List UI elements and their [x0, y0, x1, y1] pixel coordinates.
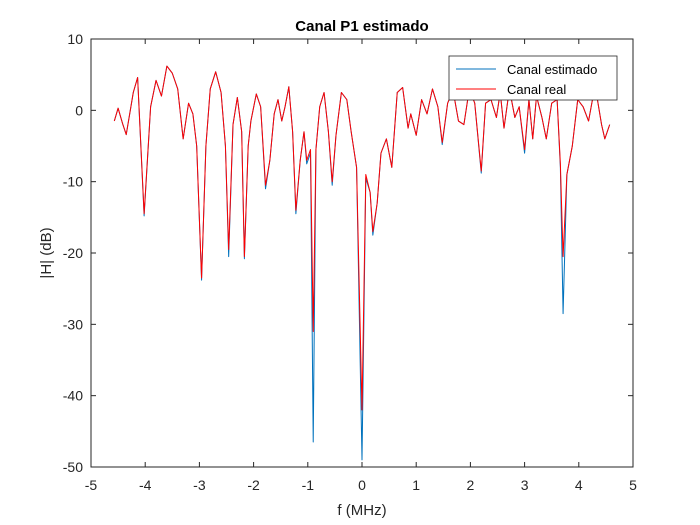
x-tick-label: -5 [85, 477, 98, 493]
legend: Canal estimado Canal real [448, 55, 618, 101]
y-axis-label: |H| (dB) [38, 227, 55, 278]
series-line-canal-real [113, 65, 611, 411]
x-tick-label: -2 [247, 477, 260, 493]
x-tick-label: 2 [467, 477, 475, 493]
y-tick-label: -20 [63, 245, 83, 261]
x-tick-label: -3 [193, 477, 206, 493]
x-tick-label: 0 [358, 477, 366, 493]
legend-label-canal-real: Canal real [507, 82, 566, 97]
x-tick-label: -1 [302, 477, 315, 493]
series-layer [113, 65, 611, 461]
legend-label-canal-estimado: Canal estimado [507, 62, 597, 77]
y-tick-label: -40 [63, 388, 83, 404]
y-tick-label: -50 [63, 459, 83, 475]
y-tick-label: 10 [67, 31, 83, 47]
x-tick-label: 4 [575, 477, 583, 493]
y-tick-label: 0 [75, 102, 83, 118]
x-axis-label: f (MHz) [337, 502, 386, 519]
chart-title: Canal P1 estimado [295, 18, 428, 35]
x-tick-label: -4 [139, 477, 152, 493]
x-tick-label: 1 [412, 477, 420, 493]
y-tick-label: -30 [63, 316, 83, 332]
x-tick-label: 5 [629, 477, 637, 493]
y-tick-label: -10 [63, 174, 83, 190]
x-tick-label: 3 [521, 477, 529, 493]
legend-box [448, 55, 618, 101]
